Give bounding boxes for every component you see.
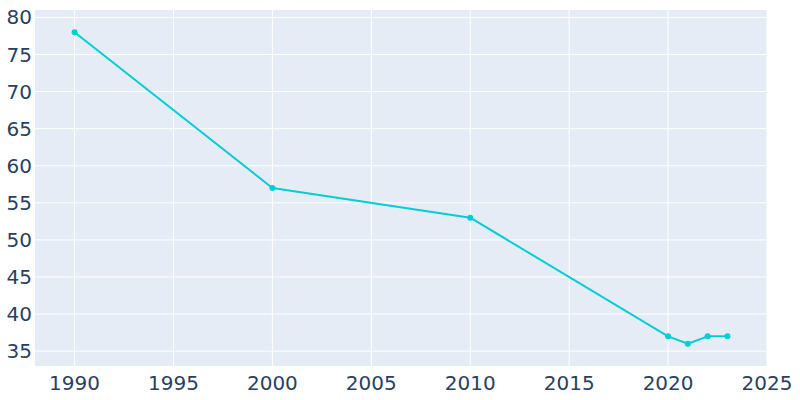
y-tick-label: 35 [7, 339, 32, 363]
data-point [269, 185, 275, 191]
x-grid-line [569, 10, 570, 366]
y-grid-line [35, 277, 767, 278]
y-grid-line [35, 165, 767, 166]
data-point [72, 29, 78, 35]
chart-container: 35 40 45 50 55 60 65 70 75 80 1990 1995 2000 2005 2010… [0, 0, 800, 400]
y-grid-line [35, 17, 767, 18]
data-point [467, 215, 473, 221]
data-group [72, 29, 731, 347]
x-tick-label: 2015 [544, 371, 595, 395]
y-tick-label: 60 [7, 154, 32, 178]
y-tick-label: 45 [7, 265, 32, 289]
y-grid-line [35, 91, 767, 92]
chart-svg: 35 40 45 50 55 60 65 70 75 80 1990 1995 2000 2005 2010… [0, 0, 800, 400]
y-tick-label: 40 [7, 302, 32, 326]
y-tick-label: 75 [7, 43, 32, 67]
y-grid-line [35, 351, 767, 352]
plot-background [35, 10, 767, 366]
y-grid-line [35, 128, 767, 129]
y-grid-line [35, 202, 767, 203]
x-tick-label: 2010 [445, 371, 496, 395]
y-tick-label: 55 [7, 191, 32, 215]
x-grid-line [173, 10, 174, 366]
y-tick-label: 80 [7, 5, 32, 29]
x-tick-label: 2000 [247, 371, 298, 395]
x-tick-label: 2020 [643, 371, 694, 395]
grid [35, 10, 767, 366]
y-grid-line [35, 314, 767, 315]
y-tick-label: 65 [7, 117, 32, 141]
x-tick-label: 1995 [148, 371, 199, 395]
x-grid-line [74, 10, 75, 366]
x-tick-label: 2025 [742, 371, 793, 395]
data-point [665, 333, 671, 339]
data-line [75, 32, 728, 344]
y-tick-label: 50 [7, 228, 32, 252]
tick-labels: 35 40 45 50 55 60 65 70 75 80 1990 1995 2000 2005 2010… [7, 5, 793, 395]
x-grid-line [668, 10, 669, 366]
x-grid-line [371, 10, 372, 366]
data-point [724, 333, 730, 339]
data-point [685, 341, 691, 347]
data-point [705, 333, 711, 339]
x-tick-label: 1990 [49, 371, 100, 395]
y-grid-line [35, 54, 767, 55]
y-tick-label: 70 [7, 80, 32, 104]
x-tick-label: 2005 [346, 371, 397, 395]
y-grid-line [35, 239, 767, 240]
x-grid-line [470, 10, 471, 366]
x-grid-line [767, 10, 768, 366]
